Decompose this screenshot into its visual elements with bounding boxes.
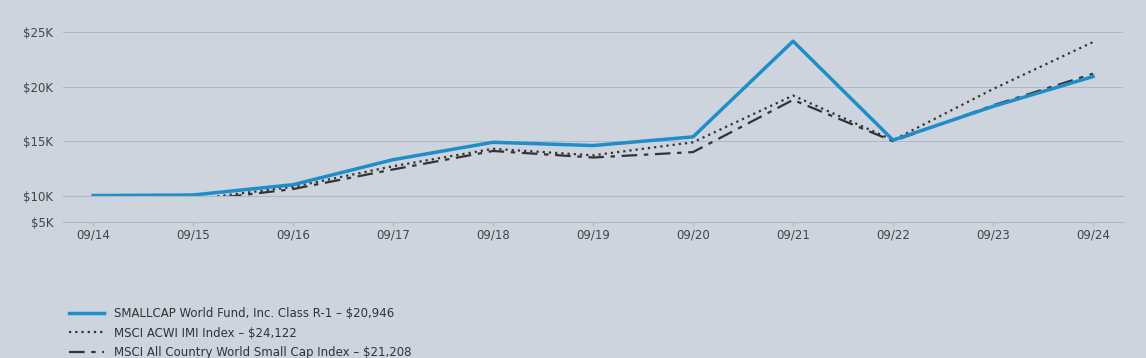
MSCI ACWI IMI Index – $24,122 [86,193,100,198]
MSCI ACWI IMI Index – $24,122 [586,153,601,158]
SMALLCAP World Fund, Inc. Class R-1 – $20,946 [386,158,400,162]
MSCI ACWI IMI Index – $24,122 [786,93,800,98]
MSCI All Country World Small Cap Index – $21,208 [486,149,500,153]
SMALLCAP World Fund, Inc. Class R-1 – $20,946 [786,39,800,43]
SMALLCAP World Fund, Inc. Class R-1 – $20,946 [1086,74,1100,79]
MSCI All Country World Small Cap Index – $21,208 [586,155,601,160]
MSCI All Country World Small Cap Index – $21,208 [186,199,199,203]
MSCI ACWI IMI Index – $24,122 [286,185,300,189]
MSCI All Country World Small Cap Index – $21,208 [86,193,100,198]
MSCI ACWI IMI Index – $24,122 [886,138,900,142]
MSCI ACWI IMI Index – $24,122 [1086,40,1100,44]
MSCI All Country World Small Cap Index – $21,208 [686,150,700,154]
MSCI ACWI IMI Index – $24,122 [186,197,199,202]
Line: SMALLCAP World Fund, Inc. Class R-1 – $20,946: SMALLCAP World Fund, Inc. Class R-1 – $2… [93,41,1093,195]
Line: MSCI ACWI IMI Index – $24,122: MSCI ACWI IMI Index – $24,122 [93,42,1093,199]
MSCI All Country World Small Cap Index – $21,208 [1086,72,1100,76]
MSCI ACWI IMI Index – $24,122 [486,147,500,151]
Legend: SMALLCAP World Fund, Inc. Class R-1 – $20,946, MSCI ACWI IMI Index – $24,122, MS: SMALLCAP World Fund, Inc. Class R-1 – $2… [69,307,411,358]
MSCI All Country World Small Cap Index – $21,208 [987,103,1000,107]
Line: MSCI All Country World Small Cap Index – $21,208: MSCI All Country World Small Cap Index –… [93,74,1093,201]
MSCI All Country World Small Cap Index – $21,208 [286,187,300,191]
MSCI All Country World Small Cap Index – $21,208 [886,139,900,143]
SMALLCAP World Fund, Inc. Class R-1 – $20,946 [987,104,1000,108]
SMALLCAP World Fund, Inc. Class R-1 – $20,946 [686,135,700,139]
SMALLCAP World Fund, Inc. Class R-1 – $20,946 [486,140,500,144]
MSCI All Country World Small Cap Index – $21,208 [386,167,400,171]
MSCI All Country World Small Cap Index – $21,208 [786,98,800,102]
MSCI ACWI IMI Index – $24,122 [686,140,700,144]
MSCI ACWI IMI Index – $24,122 [386,164,400,168]
MSCI ACWI IMI Index – $24,122 [987,87,1000,91]
SMALLCAP World Fund, Inc. Class R-1 – $20,946 [886,138,900,142]
SMALLCAP World Fund, Inc. Class R-1 – $20,946 [586,144,601,148]
SMALLCAP World Fund, Inc. Class R-1 – $20,946 [186,193,199,197]
SMALLCAP World Fund, Inc. Class R-1 – $20,946 [86,193,100,198]
SMALLCAP World Fund, Inc. Class R-1 – $20,946 [286,183,300,187]
